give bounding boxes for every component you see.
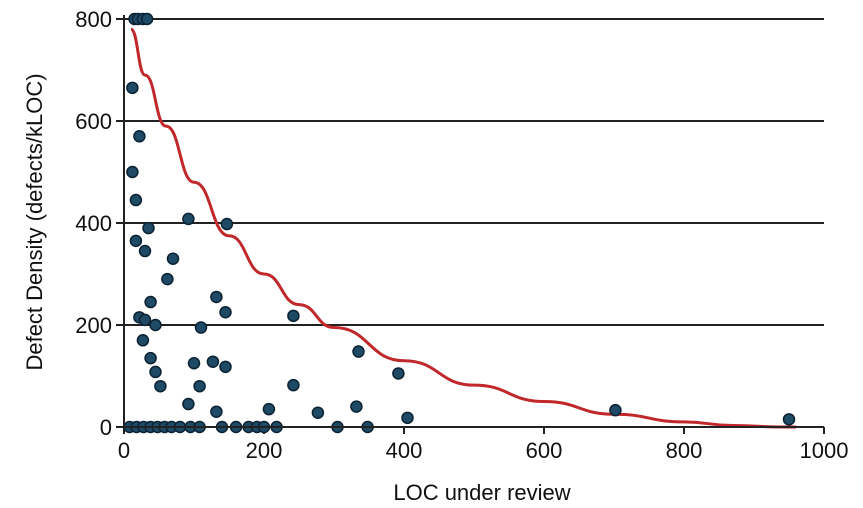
data-point [392,367,405,380]
trend-curve [129,27,796,429]
data-point [219,360,232,374]
data-point [210,290,223,304]
x-axis-title: LOC under review [393,480,570,505]
data-point [210,405,223,418]
data-point [287,378,300,392]
data-point [262,402,276,416]
data-point [129,234,143,248]
data-point [138,244,152,258]
data-point [220,217,234,231]
data-point [140,12,154,26]
data-point [154,379,167,393]
data-point [609,403,622,417]
data-point [182,212,195,226]
data-point [219,306,232,319]
data-point [206,355,220,368]
x-tick-label: 800 [666,438,703,463]
data-point [142,221,155,235]
data-point [352,345,365,358]
data-point [149,318,162,332]
data-point [182,397,195,411]
data-point [187,357,201,370]
data-point [193,379,206,393]
data-point [129,193,143,207]
data-point [136,334,150,347]
y-tick-label: 400 [75,211,112,236]
data-point [194,321,208,334]
data-point [138,313,152,327]
x-tick-label: 1000 [800,438,849,463]
data-point [144,295,157,309]
data-point [350,400,363,413]
x-tick-label: 200 [246,438,283,463]
gridlines [124,18,824,326]
data-point [166,252,180,265]
data-point [144,351,157,365]
x-tick-label: 600 [526,438,563,463]
y-axis-ticks: 0 200 400 600 800 [75,7,124,440]
data-point [311,406,325,419]
data-point [161,272,174,286]
x-axis-ticks: 0 200 400 600 800 1000 [118,427,849,463]
data-point [126,81,139,95]
y-tick-label: 0 [100,415,112,440]
axes [123,15,824,428]
y-tick-label: 800 [75,7,112,32]
y-tick-label: 600 [75,109,112,134]
data-point [782,413,796,426]
x-tick-label: 400 [386,438,423,463]
data-point [149,365,162,379]
data-point [287,309,300,323]
data-point [126,165,139,179]
x-tick-label: 0 [118,438,130,463]
data-points [123,12,796,434]
y-axis-title: Defect Density (defects/kLOC) [22,73,47,370]
data-point [401,411,414,425]
data-point [133,130,146,143]
y-tick-label: 200 [75,313,112,338]
